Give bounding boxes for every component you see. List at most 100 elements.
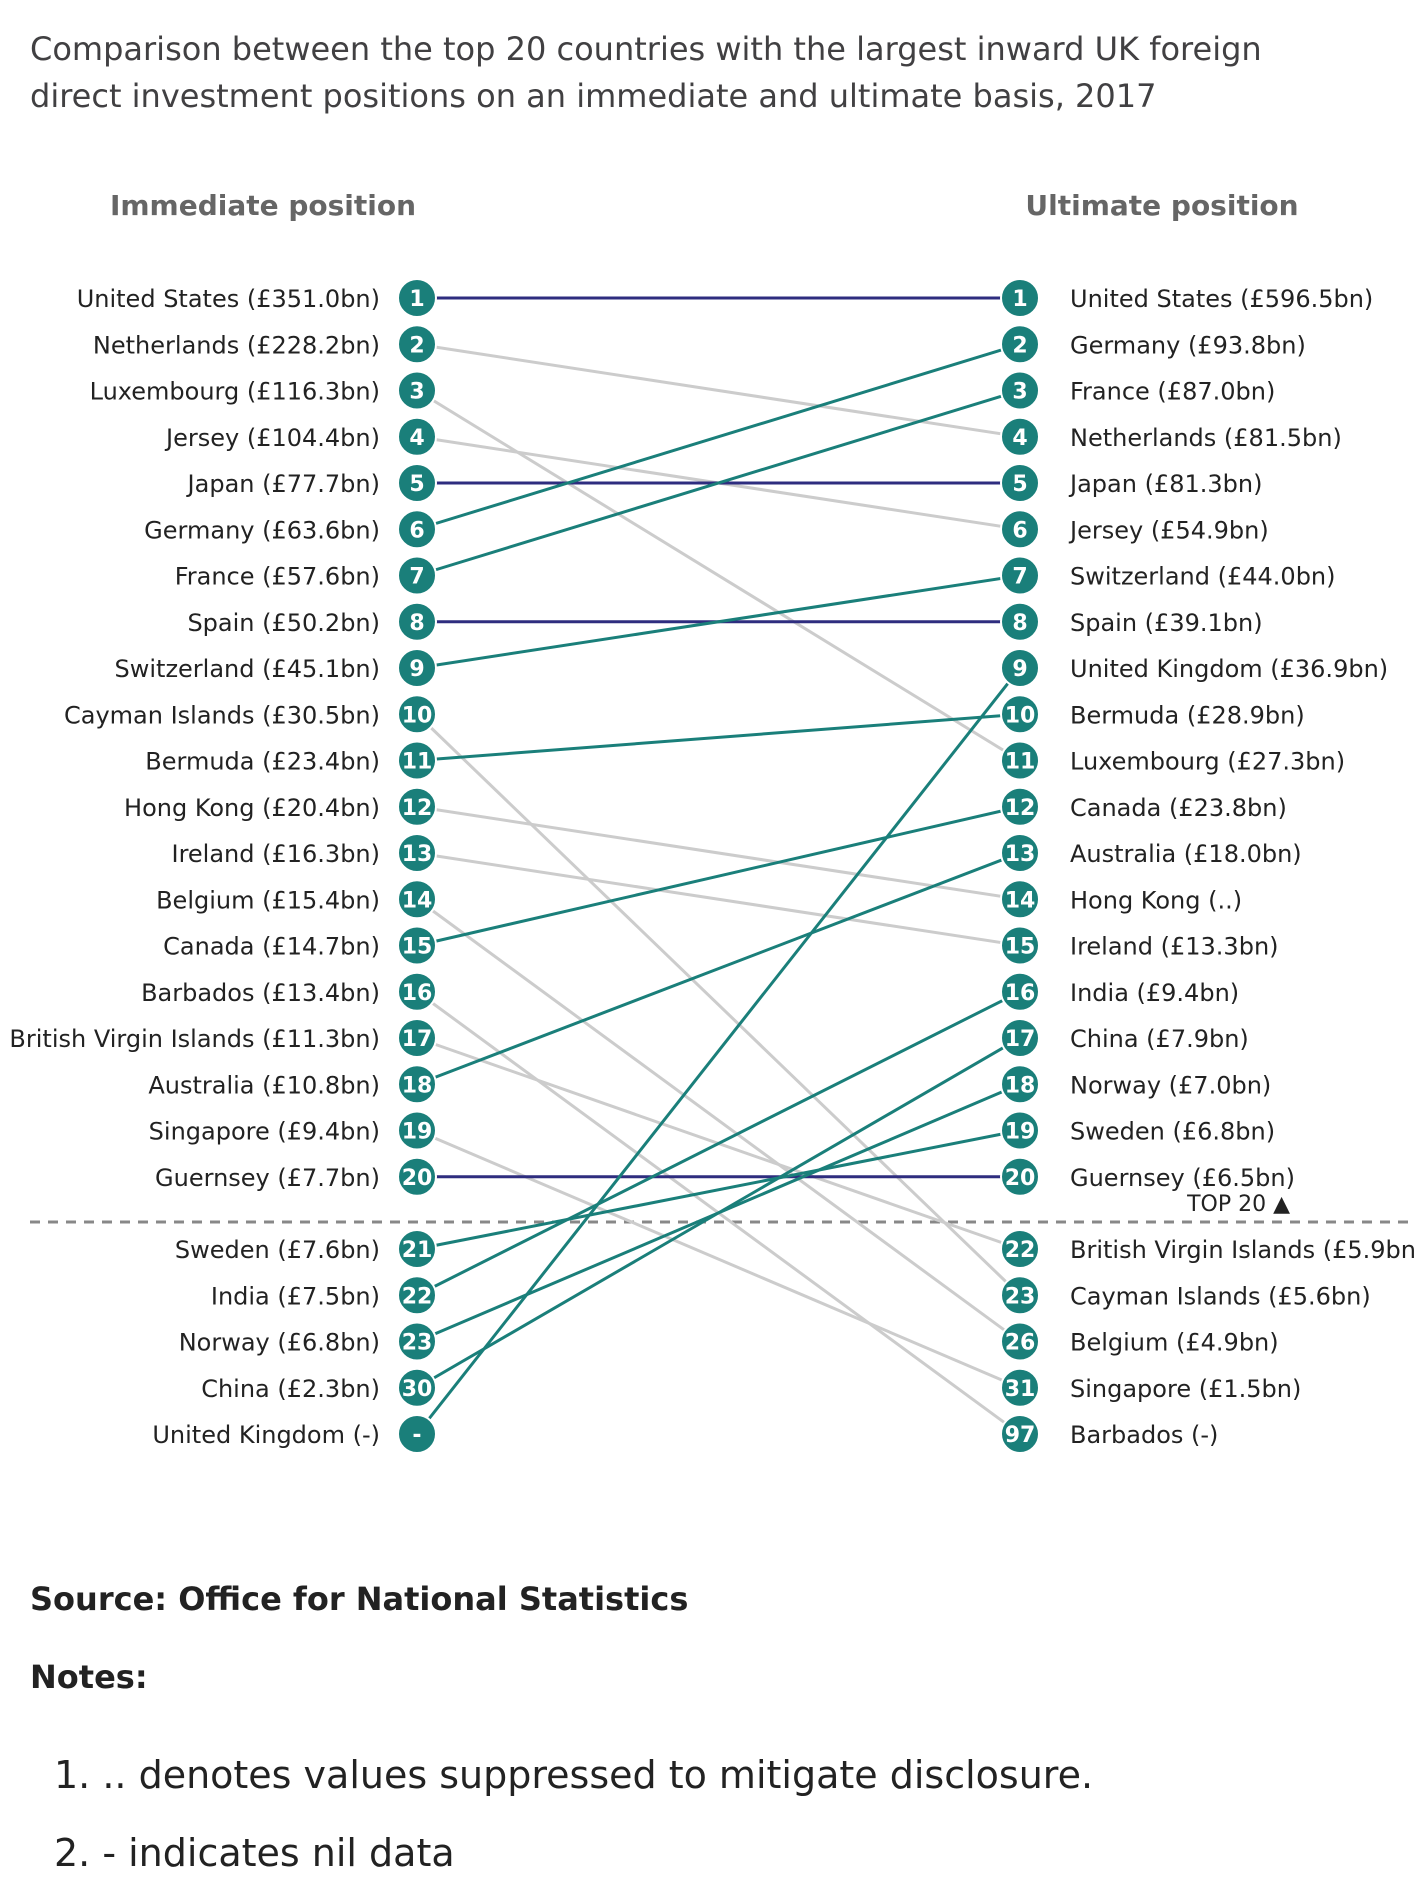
right-country-label: Australia (£18.0bn) [1070,840,1302,868]
left-rank-marker [397,1321,437,1362]
left-rank-number: 13 [402,842,433,867]
connector-line-canada [416,805,1021,947]
right-rank-marker [1000,1275,1040,1316]
right-rank-marker [1000,1321,1040,1362]
right-rank-number: 17 [1005,1027,1036,1052]
right-rank-number: 8 [1012,611,1027,636]
left-rank-marker [397,1367,437,1408]
left-rank-marker [397,370,437,411]
left-rank-marker [397,1156,437,1197]
right-rank-number: 6 [1012,518,1027,543]
right-country-label: Singapore (£1.5bn) [1070,1375,1301,1403]
left-rank-marker [397,1275,437,1316]
connector-line-ireland [416,851,1021,947]
right-country-label: Norway (£7.0bn) [1070,1071,1271,1099]
left-rank-marker [397,278,437,318]
left-country-label: India (£7.5bn) [211,1282,380,1310]
left-rank-number: 5 [409,472,424,497]
right-rank-marker [1000,324,1040,365]
left-rank-number: 19 [402,1120,433,1145]
right-rank-number: 18 [1005,1073,1036,1098]
left-country-label: Netherlands (£228.2bn) [93,331,380,359]
left-country-label: Japan (£77.7bn) [186,470,380,498]
right-country-label: Barbados (-) [1070,1421,1218,1449]
right-country-label: Canada (£23.8bn) [1070,794,1287,822]
left-country-label: United Kingdom (-) [152,1421,380,1449]
right-rank-number: 26 [1005,1331,1036,1356]
right-country-label: Germany (£93.8bn) [1070,331,1306,359]
left-rank-marker [397,648,437,688]
left-country-label: Switzerland (£45.1bn) [115,655,381,683]
source-note: Source: Office for National Statistics [30,1580,689,1618]
left-country-label: Germany (£63.6bn) [144,516,380,544]
right-rank-number: 14 [1005,888,1036,913]
right-rank-marker [1000,1156,1040,1197]
right-rank-marker [1000,1018,1040,1058]
left-country-label: Jersey (£104.4bn) [164,424,380,452]
connector-line-switzerland [416,574,1021,670]
notes-list: 1. .. denotes values suppressed to mitig… [54,1736,1093,1892]
right-rank-marker [1000,463,1040,503]
left-country-label: Belgium (£15.4bn) [156,886,380,914]
left-country-label: Luxembourg (£116.3bn) [90,378,380,406]
right-rank-number: 13 [1005,842,1036,867]
right-rank-number: 19 [1005,1120,1036,1145]
left-column-header: Immediate position [110,189,416,222]
right-rank-marker [1000,278,1040,318]
connector-line-belgium [416,898,1021,1343]
left-rank-number: 4 [409,426,424,451]
left-rank-number: 17 [402,1027,433,1052]
right-country-label: Luxembourg (£27.3bn) [1070,748,1345,776]
right-rank-number: 23 [1005,1284,1036,1309]
right-rank-marker [1000,833,1040,873]
left-rank-marker [397,1414,437,1454]
left-rank-marker [397,925,437,966]
right-rank-marker [1000,648,1040,688]
left-rank-marker [397,463,437,503]
left-rank-marker [397,416,437,457]
right-rank-marker [1000,601,1040,642]
right-column: 1 United States (£596.5bn) 2 Germany (£93.8… [1000,278,1416,1454]
right-rank-number: 3 [1012,380,1027,405]
left-country-label: Canada (£14.7bn) [163,933,380,961]
right-rank-marker [1000,1064,1040,1105]
right-country-label: Jersey (£54.9bn) [1068,516,1269,544]
left-rank-number: 1 [409,287,424,312]
left-country-label: Sweden (£7.6bn) [175,1236,380,1264]
right-rank-marker [1000,1367,1040,1408]
right-country-label: Guernsey (£6.5bn) [1070,1164,1295,1192]
right-rank-marker [1000,555,1040,596]
left-rank-number: 18 [402,1073,433,1098]
right-rank-number: 1 [1012,287,1027,312]
right-rank-marker [1000,740,1040,781]
left-rank-marker [397,694,437,735]
connector-line-bermuda [416,712,1021,762]
right-rank-number: 31 [1005,1377,1036,1402]
right-rank-marker [1000,1110,1040,1151]
right-country-label: Ireland (£13.3bn) [1070,933,1279,961]
left-rank-number: 21 [402,1238,433,1263]
left-rank-marker [397,1064,437,1105]
left-column: 1 United States (£351.0bn) 2 Netherlands (£… [9,278,437,1454]
right-rank-marker [1000,971,1040,1012]
right-rank-marker [1000,1414,1040,1454]
right-country-label: Netherlands (£81.5bn) [1070,424,1342,452]
left-country-label: Ireland (£16.3bn) [171,840,380,868]
connector-line-hong-kong [416,805,1021,901]
right-rank-marker [1000,925,1040,966]
right-country-label: Belgium (£4.9bn) [1070,1329,1279,1357]
left-rank-marker [397,555,437,596]
right-country-label: India (£9.4bn) [1070,979,1239,1007]
left-country-label: Cayman Islands (£30.5bn) [64,701,380,729]
right-rank-marker [1000,509,1040,550]
left-rank-marker [397,740,437,781]
right-country-label: Sweden (£6.8bn) [1070,1118,1275,1146]
left-rank-number: 8 [409,611,424,636]
right-rank-number: 7 [1012,565,1027,590]
left-rank-number: 20 [402,1166,433,1191]
right-rank-marker [1000,370,1040,411]
left-rank-number: 11 [402,750,433,775]
connector-line-cayman-islands [415,713,1022,1297]
right-rank-number: 16 [1005,981,1036,1006]
connector-line-singapore [416,1129,1021,1390]
